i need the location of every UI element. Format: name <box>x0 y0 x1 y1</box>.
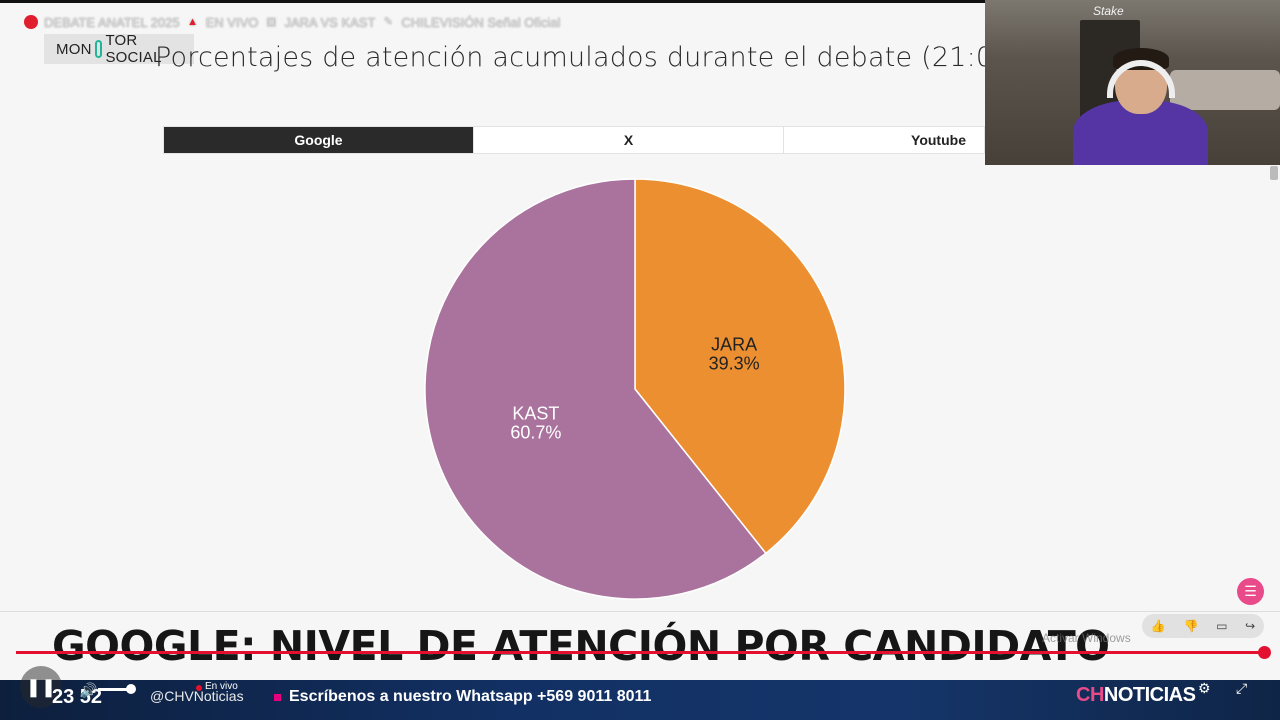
playback-progress-bar[interactable] <box>16 651 1264 654</box>
siren-icon: ▲ <box>187 16 199 28</box>
top-strip <box>0 0 985 3</box>
pie-label-jara: JARA <box>711 334 757 354</box>
tab-google[interactable]: Google <box>164 127 474 153</box>
divider <box>0 611 1280 612</box>
fullscreen-icon[interactable]: ⤢ <box>1236 680 1248 696</box>
lower-third-headline: GOOGLE: NIVEL DE ATENCIÓN POR CANDIDATO <box>52 622 1110 670</box>
ticker-clock: 23 52 <box>52 686 103 708</box>
scrollbar-thumb[interactable] <box>1270 166 1278 180</box>
pie-label-kast: KAST <box>512 404 559 424</box>
thumbs-up-icon[interactable]: 👍 <box>1150 619 1166 633</box>
room-sofa <box>1170 70 1280 110</box>
pie-slice-kast <box>424 178 767 600</box>
tv-icon: ▣ <box>266 16 277 28</box>
news-ticker <box>0 680 1280 720</box>
volume-icon[interactable]: 🔊 <box>80 682 98 698</box>
reactions-bar: 👍 👎 ▭ ↪ <box>1142 614 1264 638</box>
page-title: Porcentajes de atención acumulados duran… <box>155 42 985 73</box>
monitor-social-badge: MON TOR SOCIAL <box>44 32 194 66</box>
live-indicator-dot <box>196 685 202 691</box>
settings-icon[interactable]: ⚙ <box>1198 680 1211 696</box>
stream-title: DEBATE ANATEL 2025 ▲ EN VIVO ▣ JARA VS K… <box>24 12 560 32</box>
logo-noticias: NOTICIAS <box>1103 684 1196 706</box>
logo-ch: CH <box>1076 684 1104 706</box>
chv-share-badge[interactable]: ☰ <box>1237 578 1264 605</box>
webcam-overlay: Stake <box>985 0 1280 165</box>
volume-slider[interactable] <box>98 688 134 691</box>
ticker-bullet <box>274 694 281 701</box>
comment-icon[interactable]: ▭ <box>1216 619 1228 633</box>
stream-title-part-4: CHILEVISIÓN Señal Oficial <box>401 14 561 30</box>
pie-slice-jara <box>634 178 846 555</box>
mic-icon: ✎ <box>383 16 394 28</box>
chv-noticias-logo: CHNOTICIAS <box>1076 684 1196 707</box>
thumbs-down-icon[interactable]: 👎 <box>1183 619 1199 633</box>
badge-right: TOR SOCIAL <box>105 32 162 66</box>
volume-knob[interactable] <box>126 684 136 694</box>
pause-button[interactable]: ❚❚ <box>20 666 62 708</box>
tab-x[interactable]: X <box>474 127 784 153</box>
live-label: En vivo <box>205 681 238 692</box>
playback-scrubber[interactable] <box>1258 646 1271 659</box>
share-icon[interactable]: ↪ <box>1245 619 1256 633</box>
webcam-brand-sign: Stake <box>1093 4 1124 18</box>
tab-youtube[interactable]: Youtube <box>911 132 966 148</box>
ticker-message: Escríbenos a nuestro Whatsapp +569 9011 … <box>289 688 652 705</box>
stream-title-part-3: JARA VS KAST <box>284 14 376 30</box>
stream-title-part-2: EN VIVO <box>205 14 259 30</box>
badge-left: MON <box>56 40 92 58</box>
activate-windows-watermark: Activar Windows <box>1042 631 1131 645</box>
microphone-icon <box>94 40 103 58</box>
live-dot-icon <box>24 15 38 29</box>
platform-tabs: Google X Youtube <box>163 126 985 154</box>
stream-title-part-1: DEBATE ANATEL 2025 <box>44 14 180 30</box>
pie-value-jara: 39.3% <box>709 353 760 373</box>
pie-value-kast: 60.7% <box>510 423 561 443</box>
twitter-handle: @CHVNoticias <box>150 688 244 704</box>
